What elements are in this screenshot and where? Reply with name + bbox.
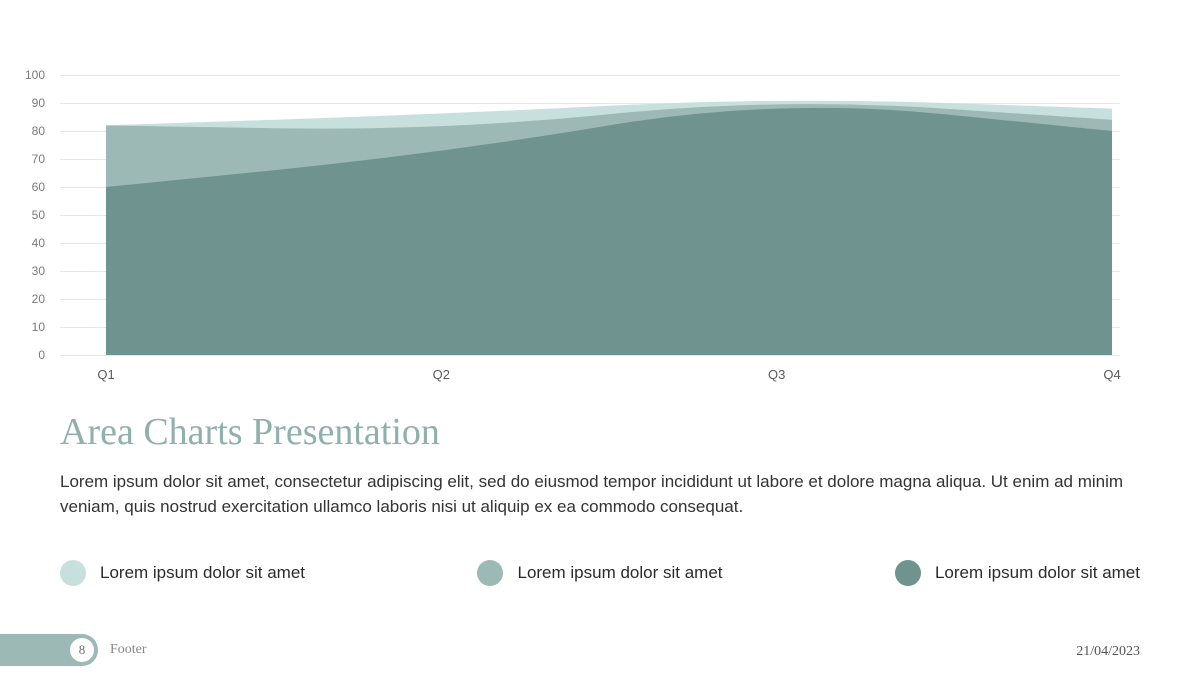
chart-plot (106, 75, 1112, 355)
y-tick-label: 60 (32, 180, 45, 194)
footer-date: 21/04/2023 (1076, 644, 1140, 660)
x-tick-label: Q4 (1103, 367, 1120, 382)
legend-label: Lorem ipsum dolor sit amet (517, 563, 722, 583)
legend-item: Lorem ipsum dolor sit amet (477, 560, 722, 586)
y-tick-label: 100 (25, 68, 45, 82)
y-tick-label: 0 (38, 348, 45, 362)
slide-title: Area Charts Presentation (60, 410, 440, 454)
area-chart: 0102030405060708090100 Q1Q2Q3Q4 (60, 75, 1120, 375)
legend-swatch (895, 560, 921, 586)
y-tick-label: 70 (32, 152, 45, 166)
legend-item: Lorem ipsum dolor sit amet (895, 560, 1140, 586)
y-tick-label: 50 (32, 208, 45, 222)
legend-item: Lorem ipsum dolor sit amet (60, 560, 305, 586)
footer-label: Footer (110, 642, 147, 658)
legend-label: Lorem ipsum dolor sit amet (100, 563, 305, 583)
y-tick-label: 30 (32, 264, 45, 278)
x-tick-label: Q3 (768, 367, 785, 382)
y-tick-label: 20 (32, 292, 45, 306)
y-tick-label: 90 (32, 96, 45, 110)
legend-label: Lorem ipsum dolor sit amet (935, 563, 1140, 583)
x-tick-label: Q1 (97, 367, 114, 382)
body-text: Lorem ipsum dolor sit amet, consectetur … (60, 470, 1140, 519)
y-tick-label: 40 (32, 236, 45, 250)
legend-swatch (477, 560, 503, 586)
y-tick-label: 80 (32, 124, 45, 138)
page-number: 8 (70, 638, 94, 662)
legend: Lorem ipsum dolor sit amet Lorem ipsum do… (60, 560, 1140, 586)
x-tick-label: Q2 (433, 367, 450, 382)
y-tick-label: 10 (32, 320, 45, 334)
legend-swatch (60, 560, 86, 586)
footer-bar: 8 Footer (0, 634, 147, 666)
